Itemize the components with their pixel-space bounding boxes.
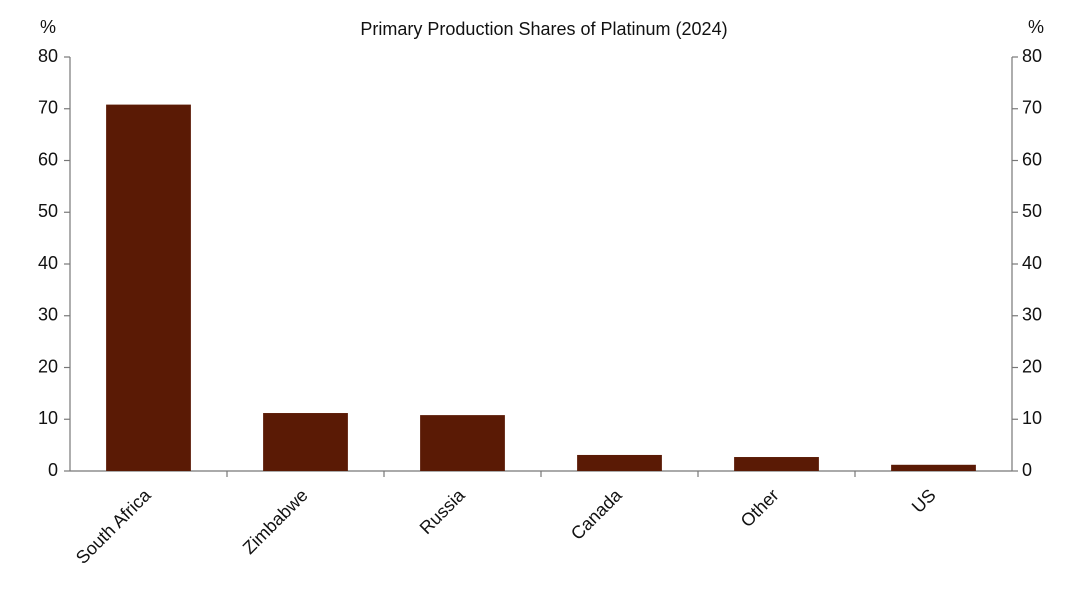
- x-tick-label: Canada: [567, 484, 626, 543]
- y-tick-label: 40: [38, 253, 58, 273]
- y-tick-label: 70: [38, 98, 58, 118]
- y-axis-label: %: [40, 17, 56, 37]
- y-tick-label: 50: [38, 201, 58, 221]
- y2-tick-label: 70: [1022, 98, 1042, 118]
- y-tick-label: 10: [38, 408, 58, 428]
- bar: [734, 457, 819, 471]
- bar: [263, 413, 348, 471]
- x-tick-label: Russia: [416, 484, 470, 538]
- y2-tick-label: 40: [1022, 253, 1042, 273]
- y2-tick-label: 80: [1022, 46, 1042, 66]
- y-tick-label: 0: [48, 460, 58, 480]
- y2-axis-label: %: [1028, 17, 1044, 37]
- bar: [106, 104, 191, 472]
- chart-title: Primary Production Shares of Platinum (2…: [360, 19, 727, 39]
- x-tick-label: Other: [737, 485, 783, 531]
- y2-tick-label: 60: [1022, 149, 1042, 169]
- bar: [891, 464, 976, 471]
- y-tick-label: 60: [38, 149, 58, 169]
- y-tick-label: 30: [38, 305, 58, 325]
- x-tick-label: US: [908, 485, 940, 517]
- y-tick-label: 80: [38, 46, 58, 66]
- y2-tick-label: 30: [1022, 305, 1042, 325]
- y2-tick-label: 10: [1022, 408, 1042, 428]
- y2-tick-label: 0: [1022, 460, 1032, 480]
- bar: [420, 415, 505, 471]
- y-tick-label: 20: [38, 356, 58, 376]
- x-tick-label: South Africa: [72, 484, 155, 567]
- y2-tick-label: 50: [1022, 201, 1042, 221]
- x-tick-label: Zimbabwe: [239, 485, 312, 558]
- y2-tick-label: 20: [1022, 356, 1042, 376]
- bar: [577, 454, 662, 471]
